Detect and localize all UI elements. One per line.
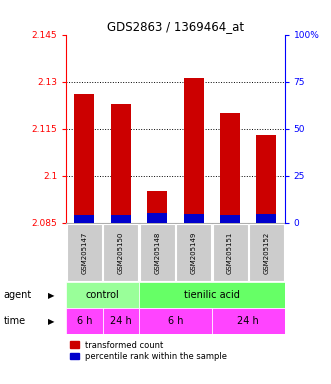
Text: tienilic acid: tienilic acid — [184, 290, 240, 300]
Text: GSM205149: GSM205149 — [191, 231, 197, 274]
Text: GSM205147: GSM205147 — [81, 231, 87, 274]
Bar — [147, 191, 167, 223]
FancyBboxPatch shape — [140, 224, 175, 281]
Text: control: control — [86, 290, 119, 300]
FancyBboxPatch shape — [176, 224, 211, 281]
Bar — [139, 282, 285, 308]
FancyBboxPatch shape — [67, 224, 102, 281]
Title: GDS2863 / 1369464_at: GDS2863 / 1369464_at — [107, 20, 244, 33]
Bar — [103, 308, 139, 334]
Bar — [257, 135, 276, 223]
Text: GSM205148: GSM205148 — [154, 231, 160, 274]
Text: agent: agent — [3, 290, 31, 300]
Bar — [257, 214, 276, 223]
Bar — [184, 214, 204, 223]
Text: time: time — [3, 316, 25, 326]
Bar — [220, 113, 240, 223]
Text: 6 h: 6 h — [168, 316, 183, 326]
FancyBboxPatch shape — [213, 224, 248, 281]
Bar — [74, 215, 94, 223]
Bar — [184, 78, 204, 223]
Bar — [220, 215, 240, 223]
Bar — [139, 308, 212, 334]
Text: GSM205152: GSM205152 — [263, 231, 269, 274]
FancyBboxPatch shape — [103, 224, 138, 281]
Bar — [147, 213, 167, 223]
Bar — [111, 104, 131, 223]
Text: 6 h: 6 h — [77, 316, 92, 326]
Bar — [74, 94, 94, 223]
Text: GSM205151: GSM205151 — [227, 231, 233, 274]
Text: ▶: ▶ — [48, 317, 55, 326]
Bar — [66, 282, 139, 308]
Bar — [66, 308, 103, 334]
Text: ▶: ▶ — [48, 291, 55, 300]
Text: 24 h: 24 h — [110, 316, 132, 326]
FancyBboxPatch shape — [249, 224, 284, 281]
Legend: transformed count, percentile rank within the sample: transformed count, percentile rank withi… — [71, 341, 227, 361]
Bar — [111, 215, 131, 223]
Text: 24 h: 24 h — [237, 316, 259, 326]
Bar — [212, 308, 285, 334]
Text: GSM205150: GSM205150 — [118, 231, 124, 274]
